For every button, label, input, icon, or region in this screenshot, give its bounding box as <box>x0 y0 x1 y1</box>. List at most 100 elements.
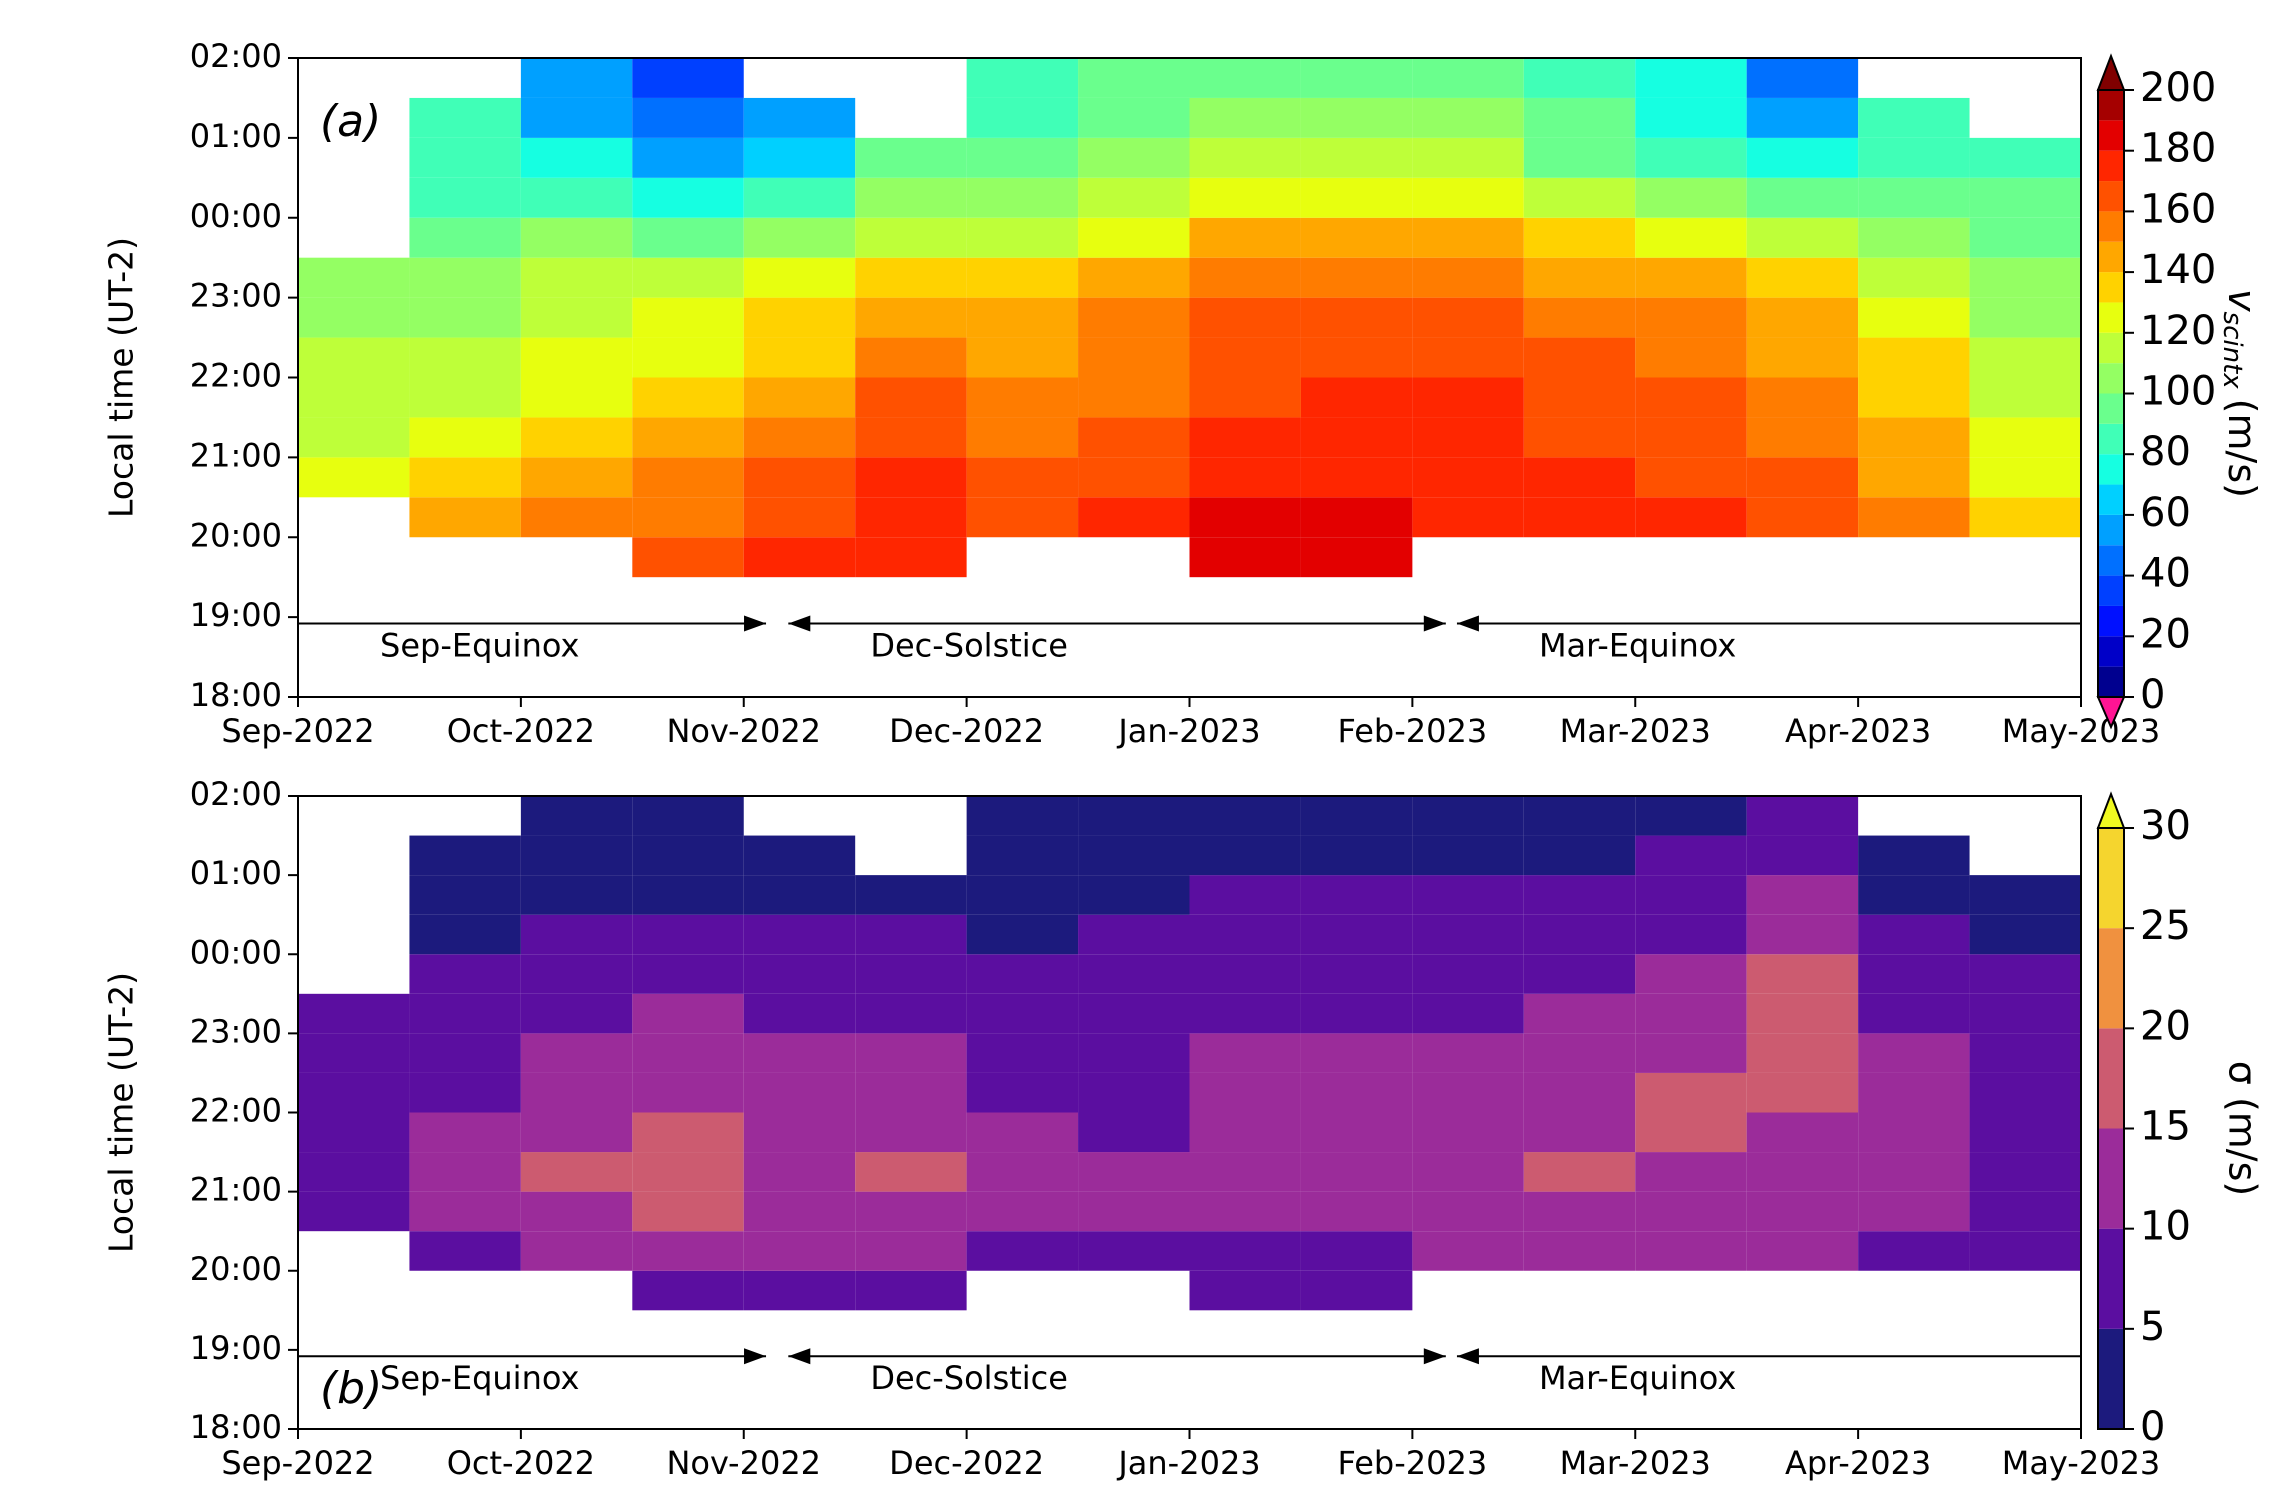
heatmap-cell <box>966 1072 1079 1113</box>
heatmap-cell <box>1858 337 1970 378</box>
heatmap-cell <box>1300 337 1413 378</box>
heatmap-cell <box>409 1033 521 1073</box>
heatmap-cell <box>966 257 1079 298</box>
heatmap-cell <box>1858 137 1970 178</box>
heatmap-cell <box>743 257 856 298</box>
heatmap-cell <box>298 1152 410 1192</box>
heatmap-cell <box>1635 337 1747 378</box>
heatmap-cell <box>409 297 521 338</box>
heatmap-cell <box>1969 1072 2081 1113</box>
heatmap-cell <box>632 217 744 258</box>
x-tick-label: Feb-2023 <box>1338 1444 1488 1482</box>
heatmap-cell <box>1635 377 1747 418</box>
heatmap-cell <box>855 1072 967 1113</box>
colorbar-swatch <box>2098 1228 2124 1329</box>
heatmap-cell <box>855 497 967 538</box>
heatmap-cell <box>1858 417 1970 458</box>
heatmap-cell <box>1523 58 1636 98</box>
heatmap-cell <box>409 417 521 458</box>
heatmap-cell <box>1635 497 1747 538</box>
heatmap-cell <box>1635 97 1747 138</box>
heatmap-cell <box>966 954 1079 994</box>
x-tick-label: Oct-2022 <box>447 1444 595 1482</box>
colorbar-swatch <box>2098 332 2124 364</box>
heatmap-cell <box>855 417 967 458</box>
heatmap-cell <box>1189 497 1301 538</box>
heatmap-cell <box>520 497 633 538</box>
heatmap-cell <box>966 497 1079 538</box>
heatmap-cell <box>409 177 521 218</box>
heatmap-cell <box>966 297 1079 338</box>
heatmap-cell <box>1858 914 1970 955</box>
heatmap-cell <box>409 954 521 994</box>
heatmap-cell <box>855 1191 967 1232</box>
heatmap-cell <box>1189 1072 1301 1113</box>
heatmap-cell <box>520 914 633 955</box>
x-tick-label: Mar-2023 <box>1560 712 1711 750</box>
heatmap-cell <box>409 217 521 258</box>
heatmap-cell <box>1858 1033 1970 1073</box>
colorbar-extend <box>2096 791 2126 829</box>
heatmap-cell <box>1523 914 1636 955</box>
heatmap-cell <box>1746 1072 1859 1113</box>
x-tick-label: Dec-2022 <box>889 712 1044 750</box>
heatmap-cell <box>1969 377 2081 418</box>
heatmap-cell <box>1746 97 1859 138</box>
heatmap-cell <box>1189 875 1301 915</box>
heatmap-cell <box>1412 1072 1524 1113</box>
heatmap-cell <box>1300 497 1413 538</box>
heatmap-cell <box>1746 137 1859 178</box>
heatmap-cell <box>1412 337 1524 378</box>
colorbar-swatch <box>2098 90 2124 121</box>
heatmap-cell <box>855 217 967 258</box>
heatmap-cell <box>1189 1033 1301 1073</box>
heatmap-cell <box>409 497 521 538</box>
heatmap-cell <box>520 457 633 498</box>
heatmap-cell <box>1523 954 1636 994</box>
heatmap-cell <box>855 1270 967 1311</box>
y-tick-label: 20:00 <box>190 516 282 554</box>
heatmap-cell <box>1858 497 1970 538</box>
heatmap-cell <box>743 217 856 258</box>
colorbar-label-symbol: v <box>2221 289 2265 312</box>
colorbar-swatch <box>2098 636 2124 667</box>
y-tick-label: 01:00 <box>190 117 282 155</box>
heatmap-cell <box>1858 1191 1970 1232</box>
colorbar-tick-label: 30 <box>2140 803 2191 849</box>
y-tick-label: 23:00 <box>190 277 282 315</box>
heatmap-cell <box>1635 1231 1747 1271</box>
heatmap-cell <box>966 796 1079 836</box>
heatmap-cell <box>632 1112 744 1153</box>
heatmap-cell <box>1189 835 1301 876</box>
heatmap-cell <box>1635 796 1747 836</box>
heatmap-cell <box>966 1231 1079 1271</box>
heatmap-cell <box>632 457 744 498</box>
heatmap-cell <box>1746 377 1859 418</box>
heatmap-cell <box>1635 137 1747 178</box>
colorbar-label-subscript: scintx <box>2218 312 2248 390</box>
heatmap-cell <box>743 1191 856 1232</box>
heatmap-cell <box>1746 914 1859 955</box>
season-label: Sep-Equinox <box>380 627 579 665</box>
heatmap-cell <box>409 457 521 498</box>
heatmap-cell <box>409 1191 521 1232</box>
heatmap-cell <box>1969 1033 2081 1073</box>
colorbar-swatch <box>2098 241 2124 273</box>
colorbar-tick-label: 120 <box>2140 308 2216 354</box>
heatmap-cell <box>1189 914 1301 955</box>
heatmap-cell <box>520 97 633 138</box>
y-tick-label: 21:00 <box>190 1171 282 1209</box>
heatmap-cell <box>1746 835 1859 876</box>
heatmap-cell <box>966 1033 1079 1073</box>
season-label: Mar-Equinox <box>1539 627 1736 665</box>
heatmap-cell <box>1523 993 1636 1034</box>
x-tick-label: Oct-2022 <box>447 712 595 750</box>
heatmap-cell <box>966 217 1079 258</box>
heatmap-cell <box>1523 497 1636 538</box>
heatmap-cell <box>1412 177 1524 218</box>
x-tick-label: May-2023 <box>2002 1444 2161 1482</box>
colorbar-tick-label: 10 <box>2140 1204 2191 1250</box>
heatmap-cell <box>855 954 967 994</box>
heatmap-cell <box>409 337 521 378</box>
heatmap-cell <box>1858 1231 1970 1271</box>
